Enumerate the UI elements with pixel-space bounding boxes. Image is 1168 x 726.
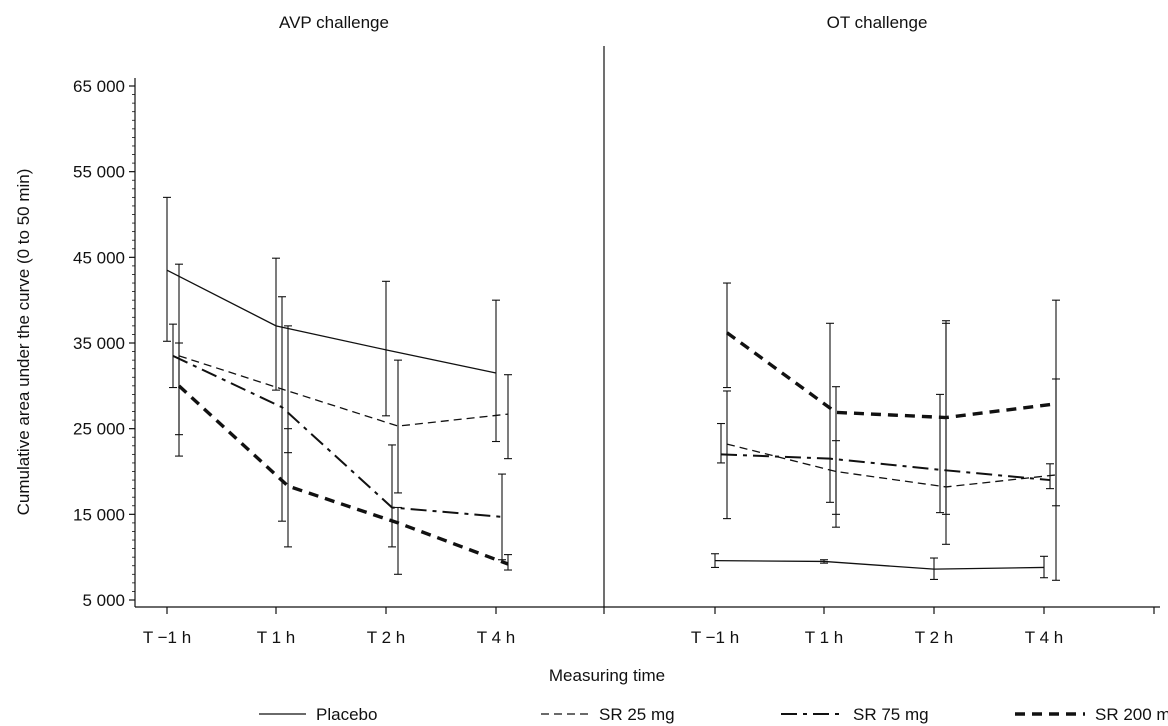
legend: Placebo SR 25 mg SR 75 mg SR 200 mg [259,705,1168,724]
panel-title-avp: AVP challenge [279,13,389,32]
series-line-sr-200-mg [177,384,509,566]
x-tick-label: T 2 h [367,628,405,647]
series-line-sr-75-mg [720,453,1051,482]
x-tick-label: T 1 h [257,628,295,647]
series-line-placebo [166,269,497,374]
y-axis-label: Cumulative area under the curve (0 to 50… [14,169,33,516]
legend-label-placebo: Placebo [316,705,377,724]
series-line-sr-25-mg [726,443,1057,488]
legend-item-sr-25mg: SR 25 mg [541,705,675,724]
x-tick-label: T −1 h [691,628,739,647]
y-tick-label: 65 000 [73,77,125,96]
legend-item-placebo: Placebo [259,705,377,724]
y-tick-label: 5 000 [82,591,125,610]
legend-item-sr-75mg: SR 75 mg [781,705,929,724]
x-tick-label: T −1 h [143,628,191,647]
panel-title-ot: OT challenge [827,13,928,32]
x-tick-label: T 1 h [805,628,843,647]
y-ticks: 5 000 15 000 25 000 35 000 45 000 55 000 65 00… [73,77,135,610]
series-line-placebo [714,559,1045,570]
series-line-sr-75-mg [172,354,503,518]
legend-item-sr-200mg: SR 200 mg [1015,705,1168,724]
y-tick-label: 55 000 [73,163,125,182]
axes [134,46,1160,608]
y-tick-label: 35 000 [73,334,125,353]
x-tick-label: T 4 h [477,628,515,647]
series-line-sr-25-mg [178,355,509,427]
y-tick-label: 25 000 [73,420,125,439]
x-ticks: T −1 h T 1 h T 2 h T 4 h T −1 h T 1 h T 2 h T 4… [143,607,1155,647]
y-tick-label: 15 000 [73,505,125,524]
x-tick-label: T 2 h [915,628,953,647]
x-axis-label: Measuring time [549,666,665,685]
legend-label-sr-25mg: SR 25 mg [599,705,675,724]
series-line-sr-200-mg [725,331,1057,420]
x-tick-label: T 4 h [1025,628,1063,647]
y-tick-label: 45 000 [73,248,125,267]
legend-label-sr-75mg: SR 75 mg [853,705,929,724]
legend-label-sr-200mg: SR 200 mg [1095,705,1168,724]
series [163,196,1060,581]
